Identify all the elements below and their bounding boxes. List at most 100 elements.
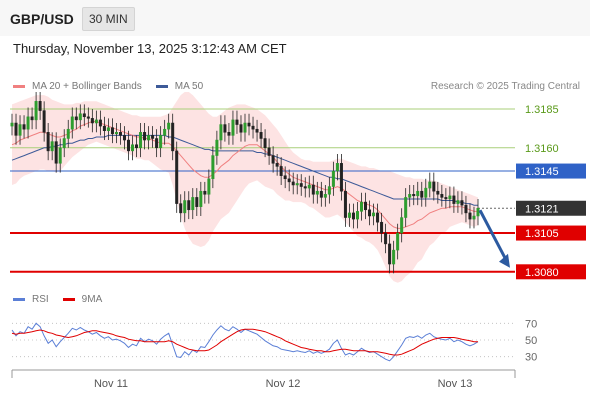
candle-down (343, 190, 347, 218)
legend-item-ma20: MA 20 + Bollinger Bands (13, 81, 142, 92)
candle-up (58, 147, 62, 164)
candle-down (263, 138, 267, 149)
candle-up (34, 101, 38, 121)
candle-down (267, 147, 271, 156)
candle-up (355, 211, 359, 220)
candle-up (219, 124, 223, 141)
candle-down (118, 132, 122, 136)
candle-down (376, 212, 380, 223)
rsi-9ma-line (11, 328, 478, 356)
candle-up (163, 128, 167, 136)
candle-down (339, 163, 343, 192)
candle-down (351, 212, 355, 220)
candle-up (10, 122, 14, 127)
x-tick-label-nov-12: Nov 12 (266, 378, 301, 390)
candle-down (384, 232, 388, 245)
candle-up (472, 215, 476, 220)
rsi-tick-label-50: 50 (525, 335, 537, 347)
legend-item-rsi: RSI (13, 294, 49, 305)
candle-up (404, 197, 408, 218)
candle-up (114, 132, 118, 135)
candle-down (171, 122, 175, 152)
candle-up (231, 119, 235, 136)
candle-up (347, 212, 351, 218)
candle-up (424, 187, 428, 198)
candle-down (287, 178, 291, 183)
symbol-title: GBP/USD (10, 11, 74, 27)
candle-up (315, 190, 319, 195)
candle-down (42, 110, 46, 133)
candle-down (279, 166, 283, 176)
candle-down (319, 190, 323, 198)
candle-up (94, 119, 98, 124)
candle-up (147, 135, 151, 141)
candle-down (303, 186, 307, 189)
candle-up (191, 197, 195, 211)
legend-item-ma50: MA 50 (155, 81, 203, 92)
candle-down (235, 119, 239, 125)
candle-down (175, 150, 179, 204)
level-label-1.3121: 1.3121 (525, 203, 559, 215)
candle-up (372, 212, 376, 217)
legend-swatch-rsi (13, 298, 25, 301)
candle-down (436, 190, 440, 195)
candle-up (307, 184, 311, 189)
candle-down (98, 119, 102, 127)
candle-up (139, 132, 143, 149)
main-legend: MA 20 + Bollinger Bands MA 50 (13, 81, 217, 92)
candle-down (460, 200, 464, 206)
level-label-1.3105: 1.3105 (525, 228, 559, 240)
candle-down (187, 200, 191, 211)
candle-down (440, 194, 444, 198)
timeframe-button[interactable]: 30 MIN (82, 7, 135, 31)
candle-down (468, 212, 472, 220)
level-label-1.3145: 1.3145 (525, 166, 559, 178)
candle-down (283, 175, 287, 180)
candle-up (327, 186, 331, 195)
candle-up (408, 194, 412, 198)
candle-up (243, 122, 247, 133)
candles (10, 92, 480, 274)
level-label-1.3185: 1.3185 (525, 104, 559, 116)
candle-down (259, 132, 263, 139)
candle-down (143, 132, 147, 141)
candle-up (448, 195, 452, 200)
candle-down (271, 155, 275, 164)
candle-down (255, 128, 259, 133)
candle-down (432, 181, 436, 192)
candle-up (207, 178, 211, 195)
candle-down (127, 139, 130, 152)
candle-up (199, 190, 203, 207)
forecast-arrow-head (499, 253, 510, 268)
candle-up (159, 135, 163, 149)
legend-swatch-ma20 (13, 85, 25, 88)
timestamp: Thursday, November 13, 2025 3:12:43 AM C… (13, 41, 287, 56)
candle-up (360, 201, 363, 212)
candle-down (239, 124, 243, 133)
forecast-arrow-shaft (478, 209, 508, 261)
candle-down (46, 132, 50, 152)
candle-up (70, 116, 74, 130)
chart-header: GBP/USD 30 MIN (0, 0, 590, 36)
level-label-1.3080: 1.3080 (525, 267, 559, 279)
legend-swatch-ma50 (155, 85, 168, 88)
candle-down (82, 113, 86, 118)
candle-up (335, 163, 339, 172)
candle-down (247, 122, 251, 127)
candle-down (14, 122, 18, 136)
candle-up (183, 200, 187, 214)
candle-down (444, 197, 448, 200)
candle-up (167, 122, 171, 130)
level-label-bg-1.3080 (516, 264, 586, 280)
ma50-line (11, 134, 478, 206)
level-label-bg-1.3121 (516, 200, 586, 216)
research-credit: Research © 2025 Trading Central (430, 81, 580, 92)
candle-up (62, 138, 66, 149)
candle-down (227, 132, 231, 136)
candle-down (412, 194, 416, 197)
x-tick-label-nov-13: Nov 13 (438, 378, 473, 390)
rsi-tick-label-30: 30 (525, 352, 537, 364)
candle-up (131, 144, 135, 152)
candle-up (392, 249, 396, 265)
